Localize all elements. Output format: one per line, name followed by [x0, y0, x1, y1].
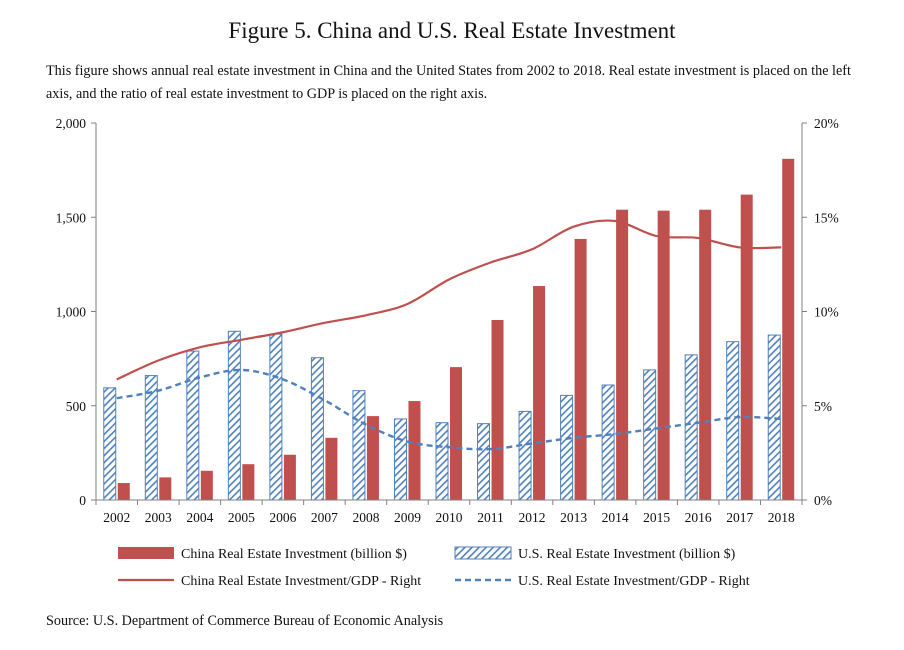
us-investment-bar — [310, 357, 324, 501]
china-investment-bar — [408, 401, 421, 500]
china-investment-bar — [450, 367, 462, 500]
us-gdp-ratio-line — [116, 368, 782, 451]
x-axis-tick-label: 2005 — [228, 510, 255, 525]
x-axis-tick-label: 2017 — [726, 510, 753, 525]
us-investment-bar — [684, 354, 698, 501]
right-axis-tick-label: 15% — [814, 210, 839, 225]
right-axis-tick-label: 10% — [814, 305, 839, 320]
us-investment-bar — [393, 418, 407, 501]
us-investment-bar — [352, 390, 366, 501]
x-axis-tick-label: 2016 — [685, 510, 712, 525]
china-investment-bar — [366, 416, 379, 500]
x-axis-tick-label: 2012 — [519, 510, 546, 525]
x-axis-tick-label: 2007 — [311, 510, 338, 525]
china-investment-bar — [117, 483, 130, 500]
us-investment-bar — [560, 394, 574, 501]
legend-label-china-gdp-ratio: China Real Estate Investment/GDP - Right — [181, 574, 421, 589]
legend-label-us-investment: U.S. Real Estate Investment (billion $) — [518, 547, 736, 562]
china-investment-bar — [657, 210, 670, 500]
source-note: Source: U.S. Department of Commerce Bure… — [46, 613, 444, 629]
china-gdp-ratio-line — [116, 219, 782, 381]
china-investment-bar — [283, 454, 296, 500]
china-investment-bar — [782, 158, 795, 500]
x-axis-tick-label: 2002 — [103, 510, 130, 525]
x-axis-tick-label: 2008 — [352, 510, 379, 525]
left-axis-tick-label: 2,000 — [56, 116, 87, 131]
us-investment-bar — [435, 422, 449, 501]
china-investment-bar — [574, 238, 587, 501]
left-axis-tick-label: 500 — [66, 399, 87, 414]
right-axis-tick-label: 0% — [814, 493, 832, 508]
x-axis-tick-label: 2004 — [186, 510, 213, 525]
x-axis-tick-label: 2013 — [560, 510, 587, 525]
left-axis-tick-label: 1,500 — [56, 210, 87, 225]
china-investment-bar — [200, 470, 213, 500]
legend-label-china-investment: China Real Estate Investment (billion $) — [181, 547, 407, 562]
x-axis-tick-label: 2003 — [145, 510, 172, 525]
china-investment-bar — [325, 437, 338, 500]
china-investment-bar — [699, 209, 712, 500]
china-investment-bar — [740, 194, 753, 500]
us-investment-bar — [601, 384, 615, 501]
us-investment-bar — [227, 330, 241, 501]
x-axis-tick-label: 2011 — [477, 510, 504, 525]
x-axis-tick-label: 2014 — [602, 510, 629, 525]
china-investment-bar — [491, 319, 504, 500]
china-investment-bar — [533, 286, 546, 500]
left-axis-tick-label: 1,000 — [56, 305, 87, 320]
china-investment-bar — [159, 477, 172, 500]
x-axis-tick-label: 2018 — [768, 510, 795, 525]
us-investment-bar — [269, 333, 283, 501]
us-investment-bar — [103, 387, 117, 501]
us-investment-bar — [186, 350, 200, 501]
us-investment-bar — [643, 369, 657, 501]
x-axis-tick-label: 2010 — [436, 510, 463, 525]
us-investment-bar — [477, 423, 491, 501]
x-axis-tick-label: 2006 — [269, 510, 296, 525]
right-axis-tick-label: 20% — [814, 116, 839, 131]
legend-swatch-us-bar — [454, 546, 512, 560]
china-investment-bar — [616, 209, 629, 500]
us-investment-bar — [518, 410, 532, 501]
right-axis-tick-label: 5% — [814, 399, 832, 414]
left-axis-tick-label: 0 — [79, 493, 86, 508]
x-axis-tick-label: 2015 — [643, 510, 670, 525]
china-investment-bar — [242, 464, 255, 500]
x-axis-tick-label: 2009 — [394, 510, 421, 525]
legend-label-us-gdp-ratio: U.S. Real Estate Investment/GDP - Right — [518, 574, 750, 589]
chart-title: Figure 5. China and U.S. Real Estate Inv… — [228, 18, 676, 43]
legend-swatch-china-bar — [118, 547, 174, 559]
figure-caption: This figure shows annual real estate inv… — [46, 63, 851, 102]
us-investment-bar — [726, 341, 740, 501]
